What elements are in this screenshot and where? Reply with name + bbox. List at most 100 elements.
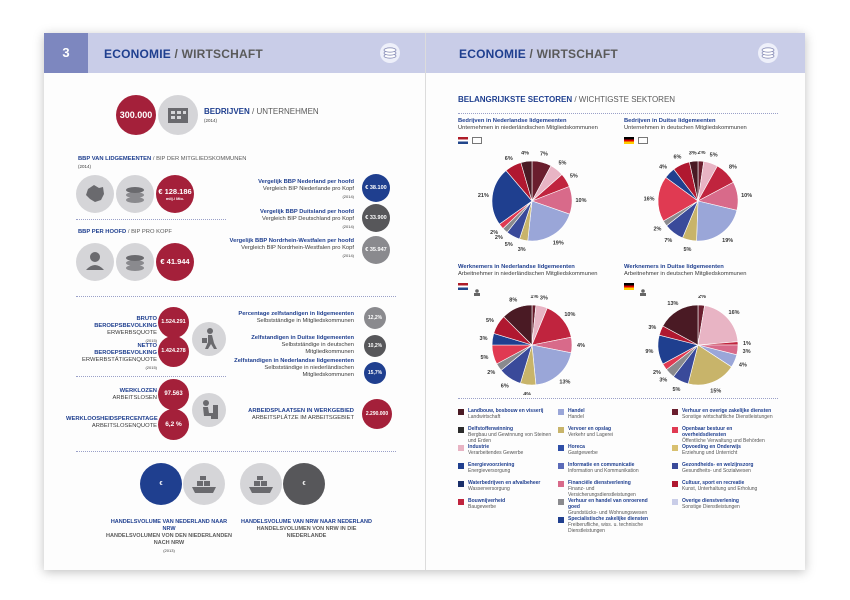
- seated-person-icon: [192, 393, 226, 427]
- page-gutter: [425, 33, 426, 570]
- legend-swatch: [672, 427, 678, 433]
- pie-slice-label: 2%: [653, 370, 661, 376]
- pie-slice-label: 16%: [729, 310, 740, 316]
- pie-slice-label: 21%: [478, 193, 489, 199]
- pie-slice: [662, 304, 699, 346]
- pie-slice-label: 6%: [501, 384, 509, 390]
- unemployed-value: 97.563: [158, 379, 189, 410]
- pie-title: Werknemers in Nederlandse lidgemeenten Ar…: [458, 264, 598, 277]
- pie-slice-label: 9%: [645, 349, 653, 355]
- pie-slice-label: 4%: [577, 343, 585, 349]
- legend-swatch: [458, 481, 464, 487]
- pie-slice-label: 19%: [722, 238, 733, 244]
- pie-slice: [491, 170, 533, 225]
- left-page-title: ECONOMIE / WIRTSCHAFT: [104, 47, 263, 61]
- pie-slice: [520, 160, 533, 202]
- compare-nrw-label: Vergelijk BBP Nordrhein-Westfalen per ho…: [229, 238, 354, 258]
- legend-swatch: [558, 481, 564, 487]
- brochure-spread: 3 ECONOMIE / WIRTSCHAFT ECONOMIE / WIRTS…: [44, 33, 805, 570]
- pie-slice-label: 4%: [659, 165, 667, 171]
- divider: [76, 296, 396, 297]
- pie-slice-label: 3%: [659, 378, 667, 384]
- pie-slice-label: 7%: [664, 238, 672, 244]
- pie-slice-label: 13%: [667, 301, 678, 307]
- pie-slice-label: 5%: [480, 355, 488, 361]
- unemployment-rate-value: 6,2 %: [158, 409, 189, 440]
- legend-swatch: [672, 409, 678, 415]
- pie-slice-label: 2%: [487, 370, 495, 376]
- legend-item: Bouwnijverheid Baugewerbe: [468, 498, 506, 510]
- self-employed-nl-value: 15,7%: [364, 362, 386, 384]
- pie-slice-label: 3%: [689, 151, 697, 156]
- companies-year: (2014): [204, 118, 218, 123]
- pie-slice-label: 4%: [521, 151, 529, 156]
- legend-swatch: [672, 481, 678, 487]
- pie-slice-label: 10%: [564, 312, 575, 318]
- bbp-per-capita-title: BBP PER HOOFD / BIP PRO KOPF: [78, 229, 172, 235]
- legend-item: Delfstoffenwinning Bergbau und Gewinnung …: [468, 426, 552, 444]
- legend-swatch: [672, 499, 678, 505]
- pie-slice-label: 10%: [741, 193, 752, 199]
- legend-item: Handel Handel: [568, 408, 585, 420]
- page-number: 3: [44, 33, 88, 73]
- dutch-flag-icon: [458, 283, 468, 290]
- right-header-band: [426, 33, 805, 73]
- bruto-value: 1.524.291: [158, 307, 189, 338]
- legend-item: Industrie Verarbeitendes Gewerbe: [468, 444, 524, 456]
- legend-swatch: [672, 463, 678, 469]
- self-employed-nl-label: Zelfstandigen in Nederlandse lidgemeente…: [234, 358, 354, 378]
- pie-slice-label: 4%: [523, 392, 531, 395]
- legend-swatch: [458, 445, 464, 451]
- legend-item: Financiële dienstverlening Finanz- und Ve…: [568, 480, 636, 498]
- legend-item: Openbaar bestuur en overheidsdiensten Öff…: [682, 426, 765, 444]
- bbp-per-capita-value: € 41.944: [156, 243, 194, 281]
- coins-stack-icon: [116, 243, 154, 281]
- divider: [458, 398, 778, 399]
- bruto-label: BRUTO BEROEPSBEVOLKING ERWERBSQUOTE (2015): [94, 316, 157, 343]
- legend-swatch: [458, 427, 464, 433]
- legend-item: Opvoeding en Onderwijs Erziehung und Unte…: [682, 444, 741, 456]
- pie-slice-label: 3%: [743, 349, 751, 355]
- trade-nrw-nl-title: HANDELSVOLUME VAN NRW NAAR NEDERLAND HAND…: [241, 519, 372, 539]
- dutch-flag-icon: [458, 137, 468, 144]
- pie-slice-label: 2%: [653, 226, 661, 232]
- building-icon: [158, 95, 198, 135]
- compare-de-label: Vergelijk BBP Duitsland per hoofd Verglei…: [260, 209, 354, 229]
- compare-nrw-value: € 35.947: [362, 236, 390, 264]
- pie-slice: [687, 344, 732, 386]
- bbp-title: BBP VAN LIDGEMEENTEN / BIP DER MITGLIEDS…: [78, 156, 247, 162]
- pie-slice-label: 5%: [673, 387, 681, 393]
- legend-item: Verhuur en handel van onroerend goed Grun…: [568, 498, 648, 516]
- pie-chart-companies-de: 2% 5%8%10%19%5%7%2%16%4%6%3%: [644, 151, 753, 251]
- pie-slice: [697, 305, 739, 346]
- legend-swatch: [458, 463, 464, 469]
- divider: [76, 219, 226, 220]
- pie-chart-employees-de: 2% 16% 1% 3% 4% 15% 5% 3% 2% 9% 3% 13%: [645, 295, 751, 395]
- legend-swatch: [672, 445, 678, 451]
- legend-item: Gezondheids- en welzijnszorg Gesundheits-…: [682, 462, 754, 474]
- trade-nl-nrw-title: HANDELSVOLUME VAN NEDERLAND NAAR NRW HAND…: [106, 519, 232, 553]
- pie-slice-label: 3%: [518, 247, 526, 251]
- pie-slice-label: 8%: [729, 165, 737, 171]
- pie-slice-label: 2%: [490, 230, 498, 236]
- legend-swatch: [458, 409, 464, 415]
- netto-label: NETTO BEROEPSBEVOLKING ERWERBSTÄTIGENQUOT…: [82, 343, 157, 370]
- coins-stack-icon: [116, 175, 154, 213]
- pie-chart-employees-nl: 1% 3%10%4%13%4%6%2%5%3%5%8%: [480, 295, 586, 395]
- pie-slice-label: 1%: [530, 295, 538, 300]
- legend-item: Waterbedrijven en afvalbeheer Wasserverso…: [468, 480, 541, 492]
- companies-title: BEDRIJVEN / UNTERNEHMEN: [204, 107, 319, 116]
- self-employed-de-value: 10,2%: [364, 335, 386, 357]
- right-page-title: ECONOMIE / WIRTSCHAFT: [459, 47, 618, 61]
- divider: [76, 451, 396, 452]
- pie-slice-label: 15%: [710, 389, 721, 395]
- self-employed-pct-value: 12,2%: [364, 307, 386, 329]
- jobs-label: ARBEIDSPLAATSEN IN WERKGEBIED ARBEITSPLÄT…: [248, 408, 354, 421]
- legend-swatch: [558, 499, 564, 505]
- region-map-icon: [76, 175, 114, 213]
- cargo-ship-icon: [183, 463, 225, 505]
- legend-swatch: [458, 499, 464, 505]
- legend-item: Landbouw, bosbouw en visserij Landwirtsch…: [468, 408, 544, 420]
- pie-slice: [503, 304, 533, 346]
- netto-value: 1.424.278: [158, 336, 189, 367]
